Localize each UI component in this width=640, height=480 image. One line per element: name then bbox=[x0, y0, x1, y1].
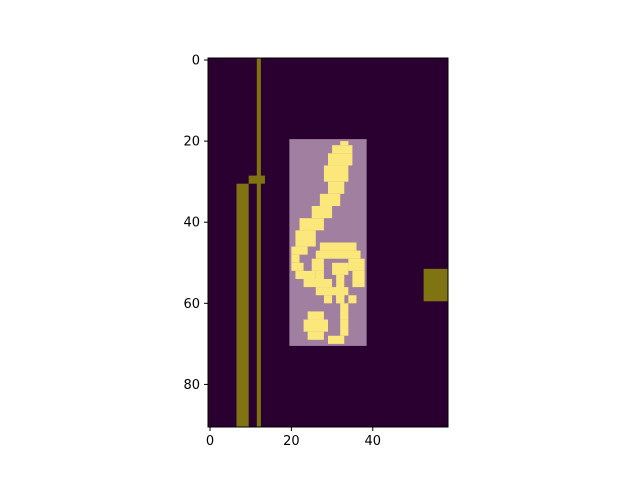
clef-pixel-row bbox=[299, 218, 324, 231]
y-tick-label: 20 bbox=[183, 135, 200, 150]
clef-pixel-row bbox=[323, 295, 333, 304]
clef-pixel-row bbox=[311, 258, 324, 271]
x-axis: 0 20 40 bbox=[206, 427, 381, 449]
clef-pixel-row bbox=[319, 283, 328, 288]
y-tick-label: 60 bbox=[183, 297, 200, 312]
clef-pixel-row bbox=[307, 311, 324, 320]
clef-pixel-row bbox=[340, 303, 349, 320]
axes-frame bbox=[207, 57, 449, 428]
clef-pixel-row bbox=[332, 262, 349, 275]
clef-pixel-row bbox=[295, 230, 316, 247]
clef-pixel-row bbox=[291, 254, 300, 263]
clef-pixel-row bbox=[348, 258, 365, 271]
clef-pixel-row bbox=[319, 242, 357, 251]
clef-pixel-row bbox=[352, 270, 365, 288]
clef-pixel-row bbox=[340, 319, 349, 336]
clef-pixel-row bbox=[295, 270, 316, 279]
clef-pixel-row bbox=[328, 181, 345, 194]
y-tick-label: 40 bbox=[183, 216, 200, 231]
clef-pixel-row bbox=[348, 295, 357, 304]
x-tick-label: 20 bbox=[283, 434, 300, 449]
treble-clef-symbol bbox=[291, 141, 365, 344]
clef-pixel-row bbox=[323, 165, 349, 182]
plot-area bbox=[207, 57, 449, 428]
clef-pixel-row bbox=[340, 141, 349, 146]
clef-pixel-row bbox=[307, 331, 324, 340]
clef-pixel-row bbox=[332, 145, 353, 154]
clef-pixel-row bbox=[291, 246, 308, 255]
clef-pixel-row bbox=[311, 206, 333, 219]
clef-pixel-row bbox=[336, 274, 345, 304]
y-axis: 0 20 40 60 80 bbox=[183, 54, 208, 393]
clef-pixel-row bbox=[315, 270, 324, 284]
clef-pixel-row bbox=[328, 335, 345, 344]
clef-pixel-row bbox=[315, 250, 361, 259]
right-block bbox=[423, 268, 448, 302]
clef-pixel-row bbox=[303, 319, 328, 332]
small-hook bbox=[248, 175, 265, 184]
y-tick-label: 80 bbox=[183, 378, 200, 393]
left-wide-bar bbox=[236, 183, 249, 427]
clef-pixel-row bbox=[319, 193, 341, 207]
clef-pixel-row bbox=[328, 153, 353, 166]
thin-vertical-line bbox=[256, 58, 261, 427]
x-tick-label: 0 bbox=[206, 434, 214, 449]
clef-pixel-row bbox=[315, 287, 349, 296]
clef-pixel-row bbox=[291, 262, 304, 271]
x-tick-label: 40 bbox=[364, 434, 381, 449]
bars-layer bbox=[236, 58, 448, 427]
y-tick-label: 0 bbox=[192, 54, 200, 69]
